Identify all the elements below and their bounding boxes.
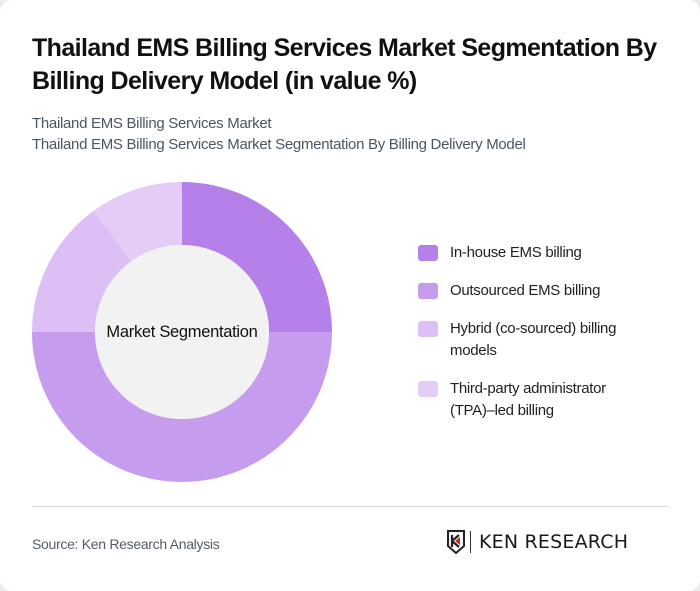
ken-research-logo: KEN RESEARCH bbox=[446, 530, 628, 554]
source-note: Source: Ken Research Analysis bbox=[32, 536, 220, 552]
subtitle-line-2: Thailand EMS Billing Services Market Seg… bbox=[32, 136, 526, 153]
legend-swatch-icon bbox=[418, 283, 438, 299]
legend-swatch-icon bbox=[418, 321, 438, 337]
logo-text: KEN RESEARCH bbox=[479, 531, 629, 553]
ken-research-shield-icon bbox=[447, 530, 465, 554]
chart-legend: In-house EMS billing Outsourced EMS bill… bbox=[418, 242, 678, 438]
legend-label: Third-party administrator (TPA)–led bill… bbox=[450, 380, 606, 419]
donut-slice bbox=[182, 182, 332, 332]
legend-item-outsourced: Outsourced EMS billing bbox=[418, 280, 678, 302]
legend-label: Outsourced EMS billing bbox=[450, 282, 601, 299]
donut-hole bbox=[95, 245, 269, 419]
legend-item-hybrid: Hybrid (co-sourced) billing models bbox=[418, 318, 678, 362]
donut-chart bbox=[32, 182, 332, 482]
chart-subtitle: Thailand EMS Billing Services Market Tha… bbox=[32, 113, 526, 155]
logo-separator bbox=[470, 531, 471, 553]
donut-slice bbox=[32, 210, 131, 332]
donut-slice bbox=[32, 332, 332, 482]
legend-swatch-icon bbox=[418, 381, 438, 397]
legend-item-tpa: Third-party administrator (TPA)–led bill… bbox=[418, 378, 678, 422]
chart-title: Thailand EMS Billing Services Market Seg… bbox=[32, 34, 657, 95]
footer-divider bbox=[32, 506, 668, 507]
donut-slice bbox=[93, 182, 182, 262]
subtitle-line-1: Thailand EMS Billing Services Market bbox=[32, 115, 272, 132]
legend-label: Hybrid (co-sourced) billing models bbox=[450, 320, 617, 359]
legend-item-in-house: In-house EMS billing bbox=[418, 242, 678, 264]
legend-label: In-house EMS billing bbox=[450, 244, 582, 261]
legend-swatch-icon bbox=[418, 245, 438, 261]
donut-center-label: Market Segmentation bbox=[106, 322, 258, 341]
